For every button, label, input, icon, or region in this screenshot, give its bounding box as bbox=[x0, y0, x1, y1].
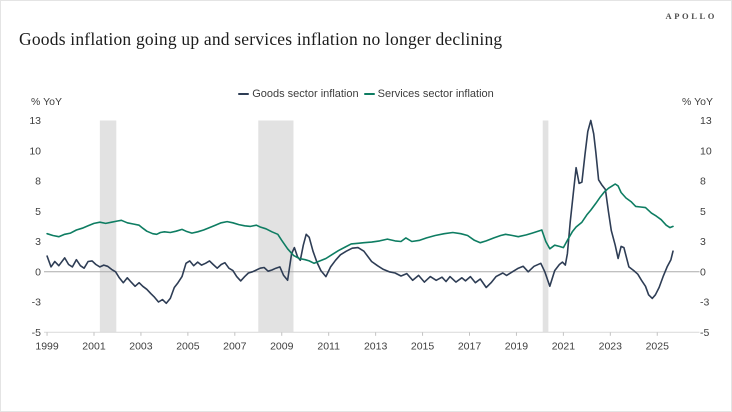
y-axis-unit-left: % YoY bbox=[31, 96, 62, 108]
legend-item-goods: Goods sector inflation bbox=[238, 88, 359, 100]
legend-label-services: Services sector inflation bbox=[377, 88, 494, 100]
chart-legend: Goods sector inflation Services sector i… bbox=[1, 88, 731, 100]
x-tick-label: 2005 bbox=[176, 340, 200, 352]
y-axis-unit-right: % YoY bbox=[682, 96, 713, 108]
y-tick-label-right: 13 bbox=[700, 115, 712, 127]
x-tick-label: 2007 bbox=[223, 340, 247, 352]
page-title: Goods inflation going up and services in… bbox=[19, 29, 503, 49]
recession-band-2 bbox=[542, 120, 549, 333]
x-tick-label: 2001 bbox=[82, 340, 106, 352]
y-tick-label-right: 10 bbox=[700, 145, 712, 157]
x-tick-label: 1999 bbox=[35, 340, 59, 352]
y-tick-label-left: 10 bbox=[29, 145, 41, 157]
y-tick-label-left: 0 bbox=[35, 266, 41, 278]
y-tick-label-right: 8 bbox=[700, 176, 706, 188]
x-tick-label: 2017 bbox=[458, 340, 482, 352]
y-tick-label-right: 3 bbox=[700, 236, 706, 248]
y-tick-label-right: -3 bbox=[700, 297, 709, 309]
x-tick-label: 2009 bbox=[270, 340, 294, 352]
y-tick-label-left: -3 bbox=[32, 297, 41, 309]
x-tick-label: 2023 bbox=[599, 340, 623, 352]
x-tick-label: 2019 bbox=[505, 340, 529, 352]
y-tick-label-left: 5 bbox=[35, 206, 41, 218]
y-tick-label-left: -5 bbox=[32, 327, 41, 339]
services-line-swatch bbox=[363, 92, 375, 96]
goods-line-swatch bbox=[238, 92, 250, 96]
services-inflation-line bbox=[46, 183, 674, 265]
x-tick-label: 2015 bbox=[411, 340, 435, 352]
recession-band-1 bbox=[258, 120, 294, 333]
y-tick-label-right: 5 bbox=[700, 206, 706, 218]
legend-item-services: Services sector inflation bbox=[363, 88, 494, 100]
y-tick-label-right: 0 bbox=[700, 266, 706, 278]
apollo-logo: APOLLO bbox=[665, 11, 717, 21]
x-tick-label: 2013 bbox=[364, 340, 388, 352]
y-tick-label-right: -5 bbox=[700, 327, 709, 339]
x-tick-label: 2011 bbox=[317, 340, 340, 352]
y-tick-label-left: 8 bbox=[35, 176, 41, 188]
y-tick-label-left: 3 bbox=[35, 236, 41, 248]
y-tick-label-left: 13 bbox=[29, 115, 41, 127]
goods-inflation-line bbox=[46, 119, 674, 305]
x-tick-label: 2003 bbox=[129, 340, 153, 352]
x-tick-label: 2021 bbox=[552, 340, 576, 352]
x-tick-label: 2025 bbox=[646, 340, 670, 352]
legend-label-goods: Goods sector inflation bbox=[252, 88, 359, 100]
recession-band-0 bbox=[99, 120, 117, 333]
